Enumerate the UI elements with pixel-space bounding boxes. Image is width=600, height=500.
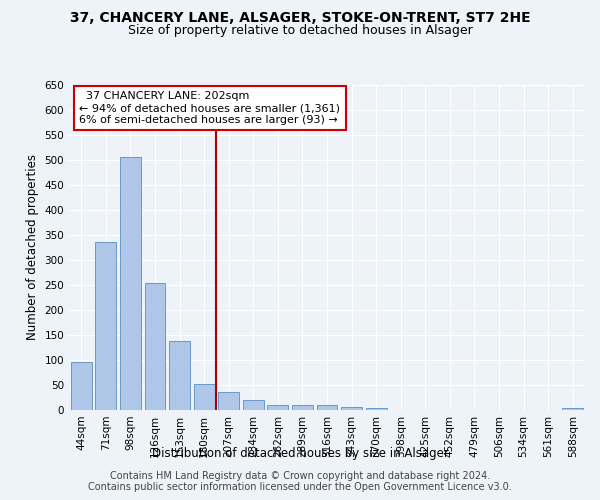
Bar: [365, 408, 386, 410]
Bar: [71, 362, 92, 410]
Bar: [292, 405, 313, 410]
Text: Distribution of detached houses by size in Alsager: Distribution of detached houses by size …: [152, 448, 448, 460]
Bar: [562, 408, 583, 410]
Text: 37, CHANCERY LANE, ALSAGER, STOKE-ON-TRENT, ST7 2HE: 37, CHANCERY LANE, ALSAGER, STOKE-ON-TRE…: [70, 12, 530, 26]
Bar: [268, 405, 289, 410]
Bar: [243, 400, 264, 410]
Bar: [120, 158, 141, 410]
Bar: [218, 392, 239, 410]
Text: 37 CHANCERY LANE: 202sqm
← 94% of detached houses are smaller (1,361)
6% of semi: 37 CHANCERY LANE: 202sqm ← 94% of detach…: [79, 92, 340, 124]
Bar: [169, 341, 190, 410]
Y-axis label: Number of detached properties: Number of detached properties: [26, 154, 39, 340]
Bar: [194, 384, 215, 410]
Bar: [317, 405, 337, 410]
Text: Contains public sector information licensed under the Open Government Licence v3: Contains public sector information licen…: [88, 482, 512, 492]
Text: Contains HM Land Registry data © Crown copyright and database right 2024.: Contains HM Land Registry data © Crown c…: [110, 471, 490, 481]
Bar: [145, 282, 166, 410]
Text: Size of property relative to detached houses in Alsager: Size of property relative to detached ho…: [128, 24, 472, 37]
Bar: [95, 242, 116, 410]
Bar: [341, 407, 362, 410]
